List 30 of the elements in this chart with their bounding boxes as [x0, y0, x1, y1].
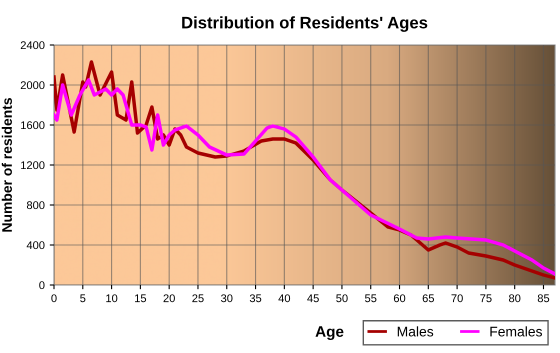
x-tick-label: 45 — [307, 294, 319, 302]
y-tick-label: 2000 — [20, 81, 45, 90]
x-axis-title: Age — [316, 326, 344, 340]
x-tick-label: 75 — [480, 294, 492, 302]
x-tick-label: 10 — [106, 294, 118, 302]
chart-title: Distribution of Residents' Ages — [182, 16, 428, 32]
y-tick-label: 2400 — [20, 41, 45, 50]
legend-label: Males — [398, 326, 434, 336]
y-tick-label: 1600 — [21, 121, 45, 130]
x-tick-label: 50 — [336, 294, 348, 302]
x-tick-label: 85 — [538, 294, 550, 302]
x-tick-label: 0 — [51, 294, 57, 302]
x-tick-label: 15 — [135, 294, 146, 302]
x-tick-label: 20 — [164, 294, 175, 302]
x-tick-label: 25 — [192, 294, 204, 302]
y-tick-label: 800 — [26, 201, 45, 210]
x-tick-label: 35 — [250, 294, 262, 302]
y-axis-title: Number of residents — [2, 98, 12, 232]
x-tick-label: 55 — [364, 294, 376, 302]
x-tick-label: 80 — [508, 294, 520, 302]
y-tick-label: 1200 — [21, 161, 45, 170]
x-tick-label: 65 — [422, 294, 434, 302]
x-tick-label: 60 — [394, 294, 406, 302]
x-tick-label: 40 — [278, 294, 290, 302]
x-tick-label: 30 — [221, 294, 233, 302]
x-tick-label: 5 — [80, 294, 86, 302]
legend-label: Females — [490, 326, 542, 336]
y-tick-label: 400 — [26, 241, 45, 250]
x-tick-label: 70 — [451, 294, 463, 302]
y-tick-label: 0 — [39, 281, 45, 290]
